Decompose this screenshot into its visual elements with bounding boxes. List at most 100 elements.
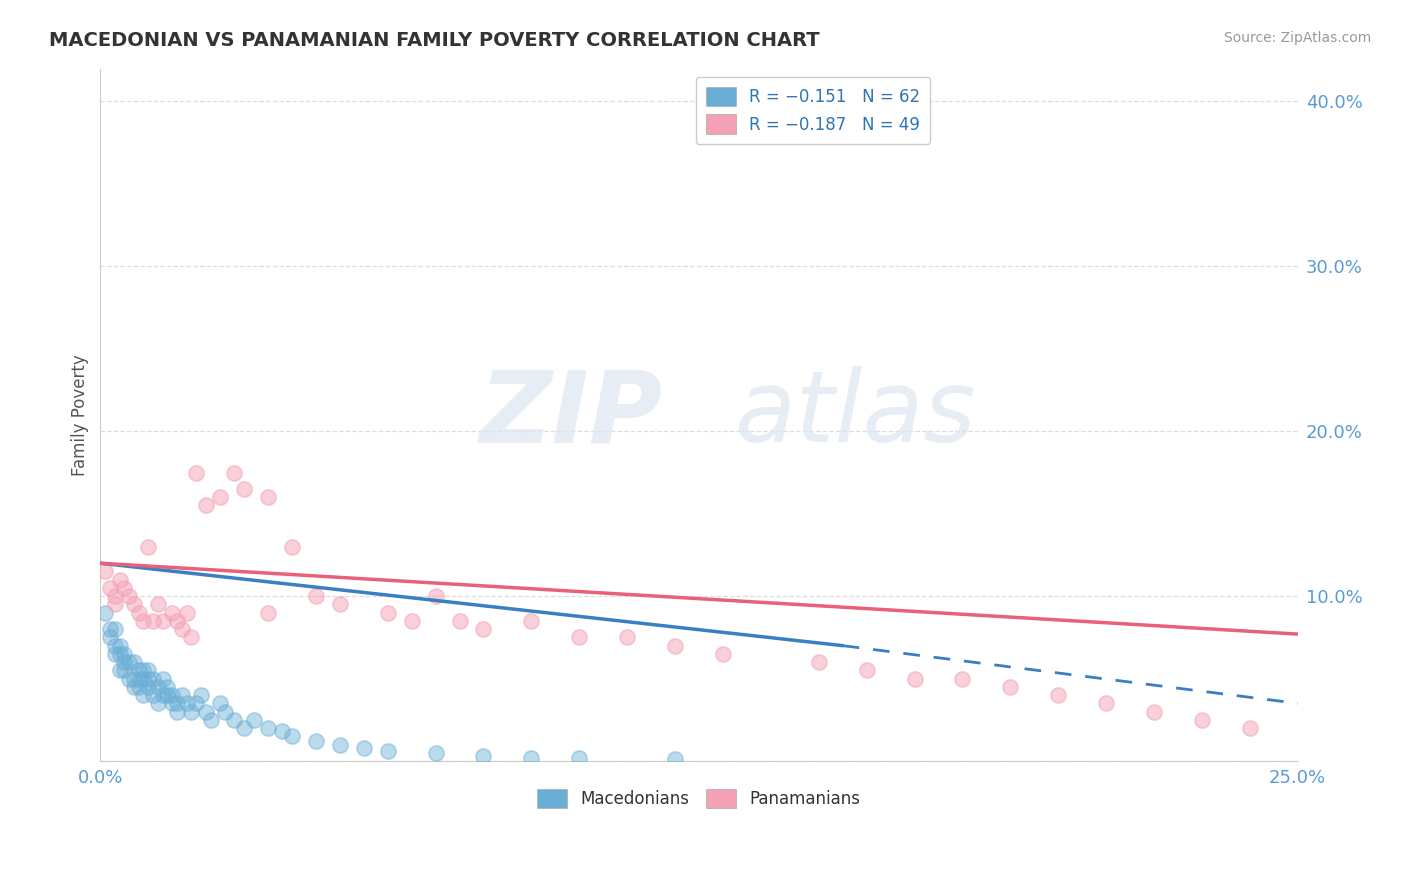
- Point: [118, 672, 141, 686]
- Point: [281, 540, 304, 554]
- Point: [98, 631, 121, 645]
- Point: [108, 647, 131, 661]
- Point: [449, 614, 471, 628]
- Point: [160, 688, 183, 702]
- Point: [184, 466, 207, 480]
- Point: [136, 664, 159, 678]
- Point: [425, 746, 447, 760]
- Point: [180, 631, 202, 645]
- Point: [520, 751, 543, 765]
- Point: [903, 672, 925, 686]
- Point: [136, 672, 159, 686]
- Point: [214, 705, 236, 719]
- Point: [112, 647, 135, 661]
- Point: [132, 664, 155, 678]
- Point: [180, 705, 202, 719]
- Text: MACEDONIAN VS PANAMANIAN FAMILY POVERTY CORRELATION CHART: MACEDONIAN VS PANAMANIAN FAMILY POVERTY …: [49, 31, 820, 50]
- Point: [166, 697, 188, 711]
- Point: [305, 589, 328, 603]
- Point: [194, 499, 217, 513]
- Point: [132, 688, 155, 702]
- Point: [98, 581, 121, 595]
- Point: [855, 664, 877, 678]
- Point: [142, 672, 165, 686]
- Point: [1191, 713, 1213, 727]
- Point: [257, 606, 280, 620]
- Point: [104, 598, 127, 612]
- Text: atlas: atlas: [735, 367, 977, 463]
- Point: [128, 680, 150, 694]
- Point: [152, 672, 174, 686]
- Point: [353, 740, 375, 755]
- Point: [184, 697, 207, 711]
- Point: [122, 672, 145, 686]
- Point: [166, 705, 188, 719]
- Point: [1095, 697, 1118, 711]
- Point: [146, 680, 169, 694]
- Point: [377, 744, 399, 758]
- Point: [160, 606, 183, 620]
- Point: [271, 724, 294, 739]
- Point: [711, 647, 734, 661]
- Point: [807, 655, 830, 669]
- Point: [472, 622, 495, 636]
- Point: [94, 606, 117, 620]
- Legend: Macedonians, Panamanians: Macedonians, Panamanians: [530, 782, 868, 815]
- Point: [170, 688, 193, 702]
- Point: [136, 540, 159, 554]
- Point: [616, 631, 638, 645]
- Point: [156, 680, 179, 694]
- Point: [132, 614, 155, 628]
- Point: [112, 664, 135, 678]
- Point: [152, 688, 174, 702]
- Point: [176, 606, 198, 620]
- Point: [108, 664, 131, 678]
- Point: [257, 490, 280, 504]
- Y-axis label: Family Poverty: Family Poverty: [72, 354, 89, 475]
- Point: [1239, 721, 1261, 735]
- Point: [520, 614, 543, 628]
- Point: [132, 672, 155, 686]
- Point: [136, 680, 159, 694]
- Point: [122, 598, 145, 612]
- Point: [128, 664, 150, 678]
- Point: [104, 647, 127, 661]
- Point: [176, 697, 198, 711]
- Point: [952, 672, 974, 686]
- Point: [170, 622, 193, 636]
- Point: [200, 713, 222, 727]
- Point: [190, 688, 212, 702]
- Point: [233, 482, 256, 496]
- Point: [122, 655, 145, 669]
- Point: [224, 713, 246, 727]
- Point: [664, 639, 686, 653]
- Point: [108, 573, 131, 587]
- Point: [472, 749, 495, 764]
- Point: [209, 697, 232, 711]
- Point: [112, 655, 135, 669]
- Point: [664, 752, 686, 766]
- Point: [108, 639, 131, 653]
- Point: [257, 721, 280, 735]
- Point: [94, 565, 117, 579]
- Point: [142, 614, 165, 628]
- Point: [146, 598, 169, 612]
- Point: [568, 751, 591, 765]
- Point: [329, 598, 352, 612]
- Point: [160, 697, 183, 711]
- Point: [118, 589, 141, 603]
- Point: [142, 688, 165, 702]
- Point: [1143, 705, 1166, 719]
- Point: [128, 672, 150, 686]
- Point: [194, 705, 217, 719]
- Point: [152, 614, 174, 628]
- Point: [224, 466, 246, 480]
- Point: [122, 680, 145, 694]
- Point: [104, 622, 127, 636]
- Point: [112, 581, 135, 595]
- Point: [118, 655, 141, 669]
- Point: [146, 697, 169, 711]
- Point: [401, 614, 423, 628]
- Point: [128, 606, 150, 620]
- Point: [281, 729, 304, 743]
